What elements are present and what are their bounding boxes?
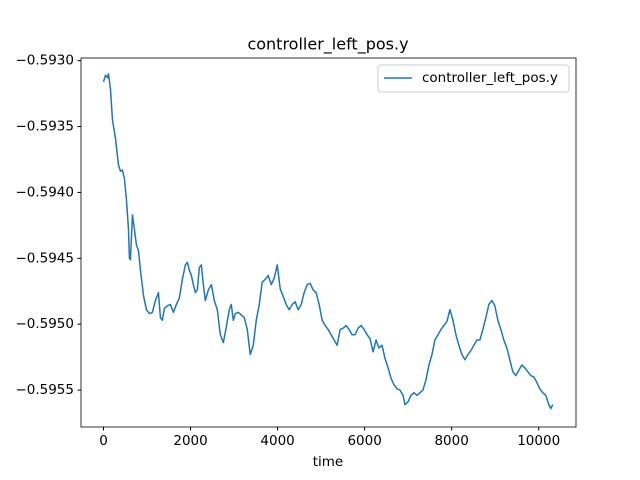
data-line <box>102 73 554 410</box>
y-tick-label: −0.5955 <box>15 382 74 398</box>
x-tick-label: 10000 <box>517 433 560 449</box>
x-tick-label: 8000 <box>434 433 468 449</box>
legend-label: controller_left_pos.y <box>422 70 558 86</box>
y-tick-label: −0.5930 <box>15 53 74 69</box>
y-tick-label: −0.5940 <box>15 184 74 200</box>
plot-frame <box>80 57 577 428</box>
y-tick-label: −0.5945 <box>15 250 74 266</box>
x-tick-label: 4000 <box>260 433 294 449</box>
x-tick-label: 6000 <box>347 433 381 449</box>
y-tick-label: −0.5950 <box>15 316 74 332</box>
y-tick-label: −0.5935 <box>15 119 74 135</box>
x-axis-label: time <box>313 454 344 470</box>
legend-box <box>377 64 570 93</box>
x-tick-label: 2000 <box>173 433 207 449</box>
chart-title: controller_left_pos.y <box>247 35 408 55</box>
x-tick-label: 0 <box>99 433 108 449</box>
